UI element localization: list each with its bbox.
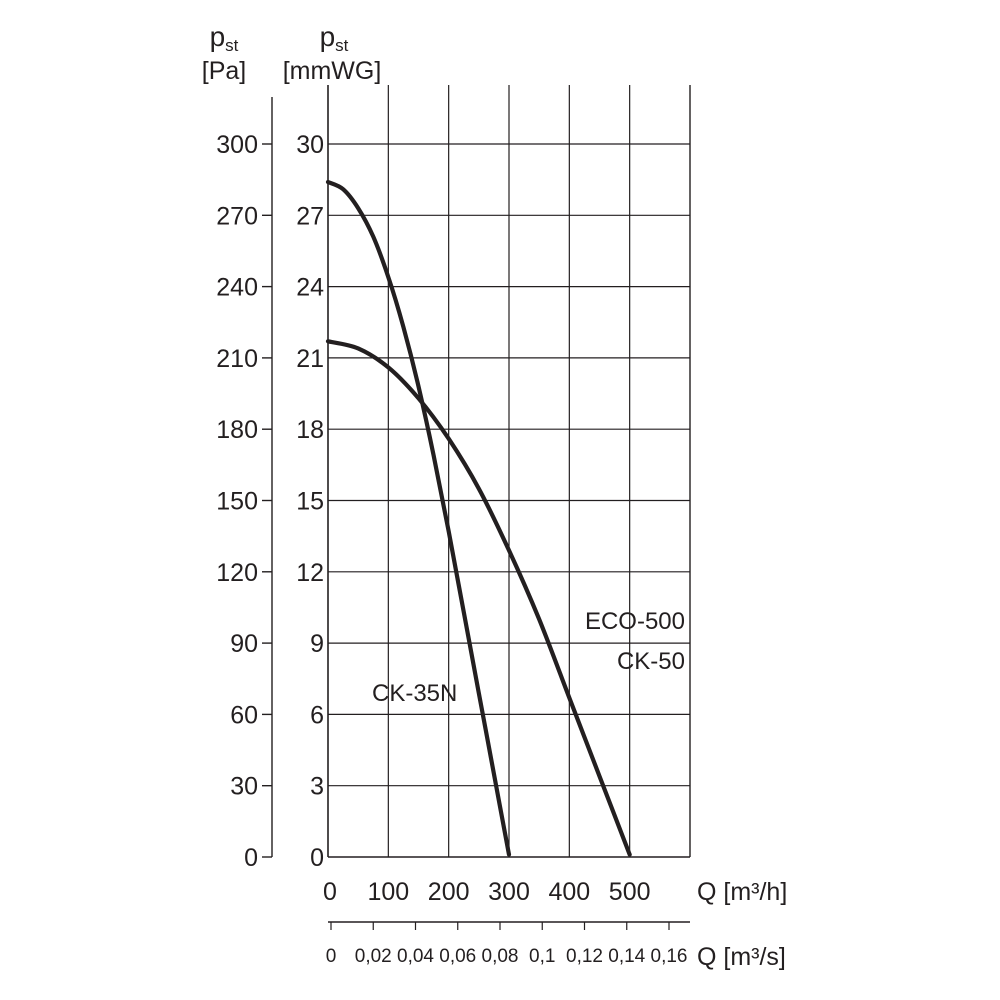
q-m3h-tick-label: 500 bbox=[609, 878, 651, 906]
series-label-eco-500: ECO-500 bbox=[585, 608, 685, 635]
pa-tick-label: 240 bbox=[216, 274, 258, 302]
pa-axis-title: pst bbox=[210, 21, 239, 55]
pa-tick-label: 60 bbox=[230, 701, 258, 729]
q-m3s-axis-label: Q [m³/s] bbox=[697, 943, 786, 971]
q-m3s-tick-label: 0,16 bbox=[651, 946, 688, 967]
q-m3h-tick-label: 100 bbox=[367, 878, 409, 906]
series-label-ck-35n: CK-35N bbox=[372, 680, 457, 707]
q-m3h-tick-label: 300 bbox=[488, 878, 530, 906]
mmwg-tick-label: 3 bbox=[310, 773, 324, 801]
mmwg-tick-label: 21 bbox=[296, 345, 324, 373]
mmwg-tick-label: 24 bbox=[296, 274, 324, 302]
pa-axis-unit: [Pa] bbox=[202, 57, 246, 85]
pa-tick-label: 0 bbox=[244, 844, 258, 872]
grid bbox=[328, 85, 690, 857]
q-m3s-tick-label: 0,08 bbox=[482, 946, 519, 967]
mmwg-tick-label: 6 bbox=[310, 701, 324, 729]
q-m3h-tick-label: 400 bbox=[548, 878, 590, 906]
mmwg-axis-unit: [mmWG] bbox=[283, 57, 382, 85]
mmwg-tick-label: 27 bbox=[296, 202, 324, 230]
mmwg-tick-label: 12 bbox=[296, 559, 324, 587]
mmwg-tick-label: 30 bbox=[296, 131, 324, 159]
q-m3s-tick-label: 0,04 bbox=[397, 946, 434, 967]
mmwg-tick-label: 9 bbox=[310, 630, 324, 658]
mmwg-axis-title: pst bbox=[320, 21, 349, 55]
q-m3s-tick-label: 0,14 bbox=[608, 946, 645, 967]
pa-tick-label: 210 bbox=[216, 345, 258, 373]
series-curve-0 bbox=[325, 179, 512, 857]
pa-tick-label: 120 bbox=[216, 559, 258, 587]
q-m3h-axis-label: Q [m³/h] bbox=[697, 878, 787, 906]
pa-tick-label: 90 bbox=[230, 630, 258, 658]
tick-labels: 0306090120150180210240270300036912151821… bbox=[216, 131, 687, 967]
mmwg-tick-label: 18 bbox=[296, 416, 324, 444]
pa-tick-label: 30 bbox=[230, 773, 258, 801]
q-m3s-tick-label: 0,02 bbox=[355, 946, 392, 967]
q-m3s-tick-label: 0,1 bbox=[529, 946, 555, 967]
series-label-ck-50: CK-50 bbox=[617, 648, 685, 675]
axes bbox=[262, 85, 691, 930]
q-m3s-tick-label: 0,06 bbox=[439, 946, 476, 967]
pa-tick-label: 300 bbox=[216, 131, 258, 159]
mmwg-tick-label: 15 bbox=[296, 488, 324, 516]
q-m3h-tick-label: 0 bbox=[323, 878, 337, 906]
q-m3h-tick-label: 200 bbox=[428, 878, 470, 906]
q-m3s-tick-label: 0,12 bbox=[566, 946, 603, 967]
pa-tick-label: 150 bbox=[216, 488, 258, 516]
series-curve-1 bbox=[325, 339, 632, 857]
mmwg-tick-label: 0 bbox=[310, 844, 324, 872]
curves bbox=[325, 179, 632, 857]
q-m3s-tick-label: 0 bbox=[326, 946, 337, 967]
pa-tick-label: 180 bbox=[216, 416, 258, 444]
pa-tick-label: 270 bbox=[216, 202, 258, 230]
